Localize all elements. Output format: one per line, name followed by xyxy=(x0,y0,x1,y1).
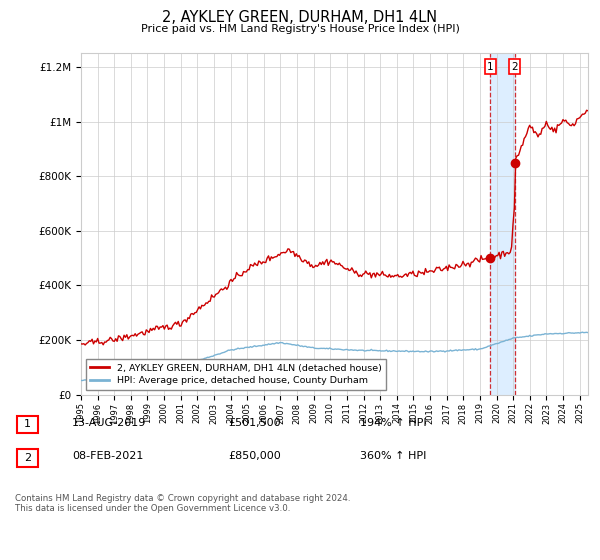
Text: 2: 2 xyxy=(512,62,518,72)
Text: 2: 2 xyxy=(24,453,31,463)
Text: 1: 1 xyxy=(487,62,494,72)
Text: £501,500: £501,500 xyxy=(228,418,281,428)
Text: 1: 1 xyxy=(24,419,31,430)
Text: Price paid vs. HM Land Registry's House Price Index (HPI): Price paid vs. HM Land Registry's House … xyxy=(140,24,460,34)
FancyBboxPatch shape xyxy=(17,449,38,467)
Text: 360% ↑ HPI: 360% ↑ HPI xyxy=(360,451,427,461)
Text: 2, AYKLEY GREEN, DURHAM, DH1 4LN: 2, AYKLEY GREEN, DURHAM, DH1 4LN xyxy=(163,10,437,25)
Text: 194% ↑ HPI: 194% ↑ HPI xyxy=(360,418,427,428)
Bar xyxy=(490,53,515,395)
Text: 13-AUG-2019: 13-AUG-2019 xyxy=(72,418,146,428)
Text: Contains HM Land Registry data © Crown copyright and database right 2024.
This d: Contains HM Land Registry data © Crown c… xyxy=(15,494,350,514)
Legend: 2, AYKLEY GREEN, DURHAM, DH1 4LN (detached house), HPI: Average price, detached : 2, AYKLEY GREEN, DURHAM, DH1 4LN (detach… xyxy=(86,359,386,390)
Text: £850,000: £850,000 xyxy=(228,451,281,461)
FancyBboxPatch shape xyxy=(17,416,38,433)
Text: 08-FEB-2021: 08-FEB-2021 xyxy=(72,451,143,461)
